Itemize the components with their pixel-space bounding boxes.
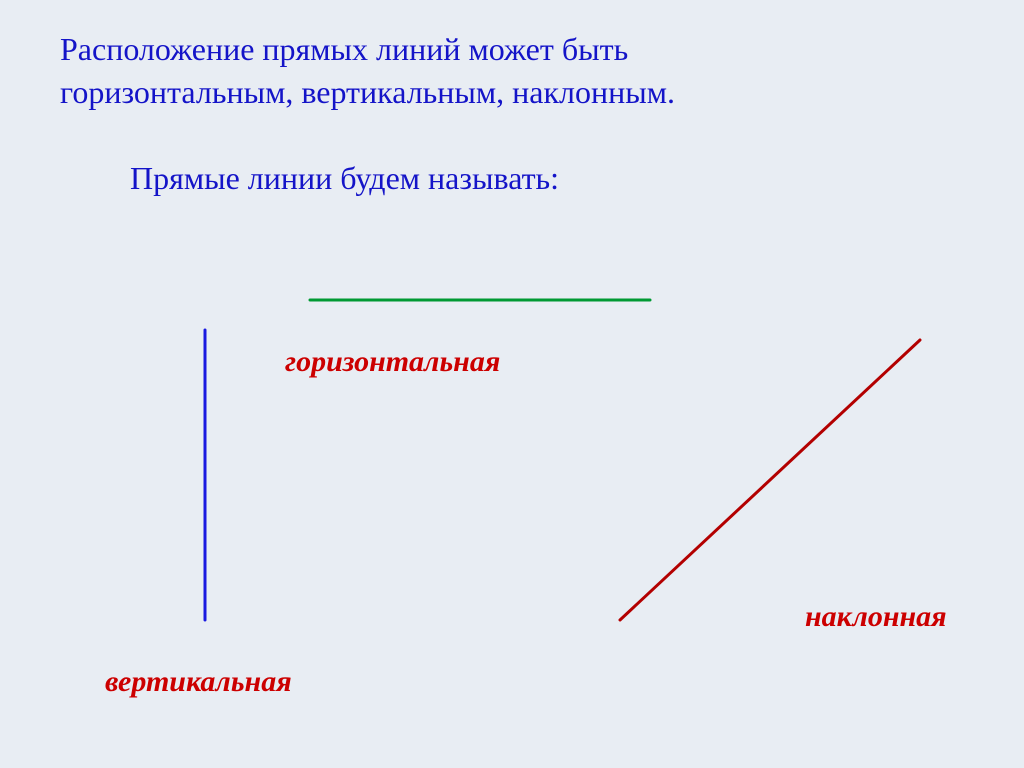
oblique-line: [620, 340, 920, 620]
vertical-label: вертикальная: [105, 665, 292, 699]
oblique-label: наклонная: [805, 600, 947, 634]
lines-layer: [0, 0, 1024, 768]
subtitle-text: Прямые линии будем называть:: [130, 160, 559, 197]
title-text: Расположение прямых линий может быть гор…: [60, 28, 675, 114]
slide-canvas: Расположение прямых линий может быть гор…: [0, 0, 1024, 768]
horizontal-label: горизонтальная: [285, 345, 500, 379]
